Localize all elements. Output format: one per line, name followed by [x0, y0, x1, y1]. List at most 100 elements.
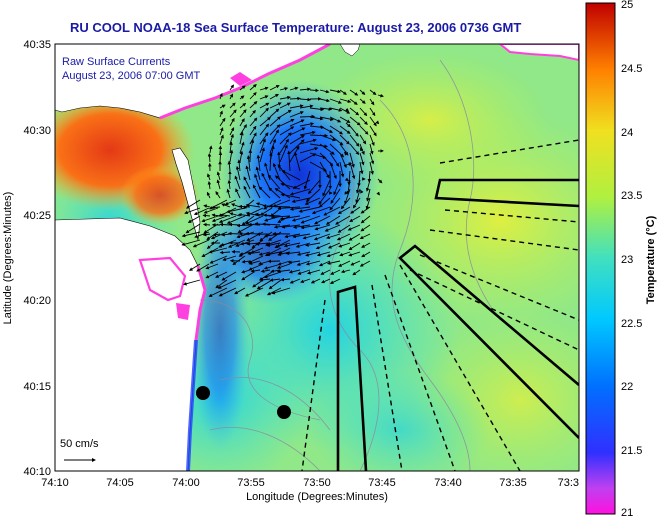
colorbar-label: Temperature (°C): [645, 215, 657, 304]
current-vector: [324, 224, 341, 232]
current-vector: [237, 223, 255, 233]
current-vector: [259, 138, 266, 154]
current-vector: [249, 92, 257, 100]
current-vector: [369, 134, 375, 147]
current-vector: [318, 197, 331, 208]
current-vector: [377, 178, 383, 184]
current-vector: [299, 114, 316, 119]
y-axis: 40:35 40:30 40:25 40:20 40:15 40:10 Lati…: [2, 39, 51, 478]
current-vector: [274, 175, 291, 190]
colorbar-gradient: [585, 2, 616, 515]
current-vector: [259, 116, 271, 127]
current-vector: [215, 271, 228, 278]
current-vector: [333, 179, 341, 196]
current-vector: [271, 287, 291, 295]
current-vector: [289, 134, 305, 145]
current-vector: [215, 191, 221, 199]
current-vector: [202, 232, 211, 237]
current-vector: [304, 197, 321, 205]
current-vector: [259, 147, 265, 163]
current-vector: [185, 223, 201, 234]
current-vector: [201, 215, 219, 223]
current-vector: [208, 247, 228, 254]
current-vector: [360, 206, 371, 214]
current-vector: [229, 84, 235, 91]
current-vector: [261, 172, 271, 190]
current-vector: [187, 215, 201, 223]
current-vector: [299, 138, 317, 145]
current-vector: [287, 150, 291, 172]
current-vector: [226, 207, 246, 214]
current-vector: [270, 215, 291, 219]
current-vector: [359, 107, 368, 117]
colorbar-tick-label: 24: [621, 127, 633, 139]
current-vector: [329, 98, 342, 104]
current-vector: [219, 117, 226, 127]
current-vector: [249, 101, 258, 109]
current-vector: [329, 143, 345, 158]
current-vector: [280, 193, 301, 199]
current-vector: [309, 152, 327, 159]
current-vector: [259, 107, 269, 118]
colorbar-tick-label: 23: [621, 254, 633, 266]
current-vector: [326, 233, 341, 240]
current-vector: [274, 239, 291, 248]
current-vector: [344, 188, 351, 205]
colorbar: 25 24.5 24 23.5 23 22.5 22 21.5 21 Tempe…: [585, 0, 657, 518]
current-vector: [300, 224, 321, 230]
current-vector: [245, 165, 251, 181]
current-vector: [206, 191, 211, 199]
current-vector: [369, 143, 374, 155]
current-vector: [360, 147, 364, 152]
current-vector: [339, 134, 350, 145]
current-vector: [280, 182, 301, 190]
current-vector: [345, 107, 349, 112]
current-vector: [339, 152, 347, 169]
current-vector: [264, 247, 282, 257]
current-vector: [239, 131, 244, 145]
current-vector: [320, 269, 331, 275]
current-vector: [279, 132, 292, 145]
y-tick-label: 40:10: [23, 466, 51, 478]
current-vector: [325, 215, 341, 225]
current-vector: [232, 255, 246, 266]
x-tick-label: 73:3: [558, 477, 579, 489]
current-vector: [369, 107, 376, 117]
current-vector: [369, 116, 377, 127]
current-vector: [339, 98, 352, 103]
y-tick-label: 40:30: [23, 125, 51, 137]
current-vector: [239, 118, 245, 127]
current-vector: [319, 125, 334, 133]
current-vector: [256, 154, 261, 172]
current-vector: [226, 215, 246, 224]
current-vector: [208, 199, 228, 210]
current-vector: [350, 206, 361, 214]
current-vector: [299, 130, 316, 136]
current-vector: [248, 260, 261, 265]
current-vector: [269, 116, 281, 127]
current-vector: [289, 96, 301, 101]
current-vector: [281, 224, 301, 229]
current-vector: [315, 242, 331, 250]
current-vector: [219, 222, 231, 227]
x-axis-label: Longitude (Degrees:Minutes): [246, 491, 388, 503]
current-vector: [338, 242, 351, 248]
current-vector: [251, 239, 264, 249]
current-vector: [241, 271, 255, 281]
current-vector: [259, 123, 270, 136]
current-vector: [218, 239, 237, 248]
current-vector: [277, 206, 301, 211]
current-vector: [193, 207, 210, 215]
current-vector: [183, 279, 201, 286]
current-vector: [299, 122, 315, 127]
current-vector: [309, 133, 329, 138]
current-vector: [221, 271, 237, 281]
current-vector: [375, 120, 380, 125]
current-vector: [347, 170, 351, 186]
current-vector: [181, 239, 201, 246]
current-vector: [344, 177, 349, 182]
current-vector: [329, 134, 344, 146]
current-vector: [241, 215, 255, 226]
current-vector: [361, 251, 371, 258]
current-vector: [349, 134, 360, 147]
